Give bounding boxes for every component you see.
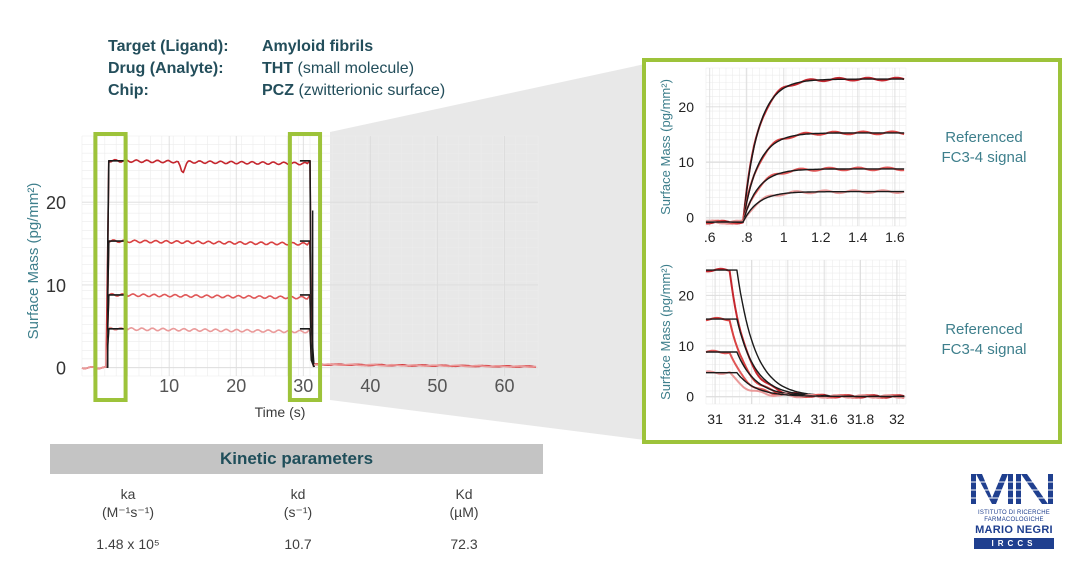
inset-highlight-frame — [642, 58, 1062, 444]
side-label-bottom: Referenced FC3-4 signal — [914, 320, 1054, 360]
x-tick-label: 10 — [159, 376, 179, 396]
x-tick-label: .6 — [704, 229, 716, 245]
info-value: Amyloid fibrils — [262, 36, 373, 58]
y-tick-label: 20 — [678, 99, 694, 115]
x-tick-label: .8 — [741, 229, 753, 245]
y-axis-label: Surface Mass (pg/mm²) — [658, 79, 673, 215]
logo-text-institute: ISTITUTO DI RICERCHE FARMACOLOGICHE — [968, 510, 1060, 524]
y-tick-label: 20 — [678, 287, 694, 303]
info-value-bold: Amyloid fibrils — [262, 38, 374, 55]
y-axis-label: Surface Mass (pg/mm²) — [658, 264, 673, 400]
y-tick-label: 10 — [46, 276, 66, 296]
x-tick-label: 30 — [293, 376, 313, 396]
mn-logo-mark — [968, 474, 1060, 504]
side-label-line: Referenced — [945, 321, 1023, 338]
y-tick-label: 10 — [678, 338, 694, 354]
data-series-line — [81, 326, 537, 370]
y-axis-label: Surface Mass (pg/mm²) — [25, 183, 42, 340]
kinetic-column-Kd: Kd (µM) 72.3 — [384, 485, 544, 553]
kinetic-param-value: 1.48 x 10⁵ — [96, 536, 160, 552]
x-tick-label: 31.2 — [738, 411, 765, 427]
side-label-line: Referenced — [945, 129, 1023, 146]
y-tick-label: 0 — [686, 388, 694, 404]
x-tick-label: 31.4 — [774, 411, 801, 427]
logo-line: ISTITUTO DI RICERCHE — [978, 510, 1050, 516]
x-tick-label: 31.6 — [811, 411, 838, 427]
x-tick-label: 50 — [427, 376, 447, 396]
association-zoom-chart: .6 .8 1 1.2 1.4 1.6 0 10 20 Surface Mass (pg/mm²) — [658, 67, 907, 245]
info-row-target: Target (Ligand): Amyloid fibrils — [108, 36, 445, 58]
x-tick-label: 1.6 — [885, 229, 905, 245]
data-series-line — [705, 76, 905, 225]
kinetic-param-name: kd — [290, 486, 306, 502]
info-value-rest: (small molecule) — [293, 60, 415, 77]
x-tick-label: 1.4 — [848, 229, 868, 245]
x-tick-label: 40 — [360, 376, 380, 396]
y-tick-label: 0 — [56, 359, 66, 379]
side-label-line: FC3-4 signal — [941, 149, 1027, 166]
info-row-drug: Drug (Analyte): THT (small molecule) — [108, 58, 445, 80]
kinetic-parameters-header: Kinetic parameters — [50, 444, 543, 474]
x-tick-label: 1.2 — [811, 229, 831, 245]
x-tick-label: 60 — [494, 376, 514, 396]
highlight-box — [287, 132, 323, 402]
info-label: Chip: — [108, 82, 149, 99]
kinetic-param-value: 10.7 — [284, 536, 312, 552]
experiment-info: Target (Ligand): Amyloid fibrils Drug (A… — [108, 36, 445, 102]
fit-line — [706, 372, 905, 398]
side-label-line: FC3-4 signal — [941, 341, 1027, 358]
logo-line: FARMACOLOGICHE — [984, 517, 1044, 523]
dissociation-zoom-chart: 31 31.2 31.4 31.6 31.8 32 0 10 20 Surface Mass (p… — [658, 259, 907, 427]
side-label-top: Referenced FC3-4 signal — [914, 128, 1054, 168]
x-tick-label: 1 — [780, 229, 788, 245]
logo-text-irccs: IRCCS — [974, 538, 1054, 549]
kinetic-param-unit: (M⁻¹s⁻¹) — [101, 504, 155, 520]
kinetic-param-unit: (µM) — [449, 504, 479, 520]
info-label: Drug (Analyte): — [108, 60, 224, 77]
kinetic-param-name: ka — [120, 486, 136, 502]
kinetic-column-kd: kd (s⁻¹) 10.7 — [218, 485, 378, 553]
x-tick-label: 32 — [889, 411, 905, 427]
x-tick-label: 20 — [226, 376, 246, 396]
info-value: PCZ (zwitterionic surface) — [262, 80, 445, 102]
x-tick-label: 31.8 — [847, 411, 874, 427]
y-tick-label: 10 — [678, 154, 694, 170]
fit-line — [706, 190, 905, 223]
highlight-box — [93, 132, 128, 402]
mario-negri-logo: ISTITUTO DI RICERCHE FARMACOLOGICHE MARI… — [968, 468, 1060, 549]
kinetic-param-name: Kd — [455, 486, 473, 502]
info-value: THT (small molecule) — [262, 58, 414, 80]
main-sensorgram-chart: 10 20 30 40 50 60 0 10 20 Time (s) Surface Mass (p… — [25, 132, 539, 420]
fit-line — [106, 327, 128, 368]
y-tick-label: 0 — [686, 210, 694, 226]
logo-text-name: MARIO NEGRI — [975, 524, 1053, 536]
kinetic-param-unit: (s⁻¹) — [283, 504, 313, 520]
kinetic-column-ka: ka (M⁻¹s⁻¹) 1.48 x 10⁵ — [48, 485, 208, 553]
zoom-projection-band — [330, 64, 645, 440]
info-value-bold: THT — [262, 60, 294, 77]
info-label: Target (Ligand): — [108, 38, 229, 55]
info-value-rest: (zwitterionic surface) — [294, 82, 446, 99]
inset-panel — [644, 60, 1060, 442]
x-tick-label: 31 — [707, 411, 723, 427]
info-value-bold: PCZ — [262, 82, 294, 99]
y-tick-label: 20 — [46, 193, 66, 213]
kinetic-param-value: 72.3 — [450, 536, 478, 552]
x-axis-label: Time (s) — [255, 404, 306, 420]
info-row-chip: Chip: PCZ (zwitterionic surface) — [108, 80, 445, 102]
